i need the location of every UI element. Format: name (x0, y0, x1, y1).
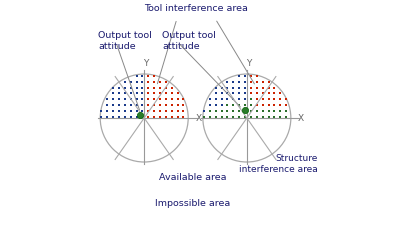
Text: Available area: Available area (159, 173, 226, 182)
Text: Y: Y (143, 59, 149, 68)
Text: Y: Y (246, 59, 251, 68)
Text: X: X (195, 114, 201, 123)
Text: Output tool
attitude: Output tool attitude (98, 31, 152, 51)
Text: Structure
interference area: Structure interference area (239, 154, 318, 174)
Text: X: X (298, 114, 304, 123)
Text: Impossible area: Impossible area (155, 199, 230, 208)
Text: Output tool
attitude: Output tool attitude (162, 31, 216, 51)
Text: Tool interference area: Tool interference area (144, 4, 248, 13)
